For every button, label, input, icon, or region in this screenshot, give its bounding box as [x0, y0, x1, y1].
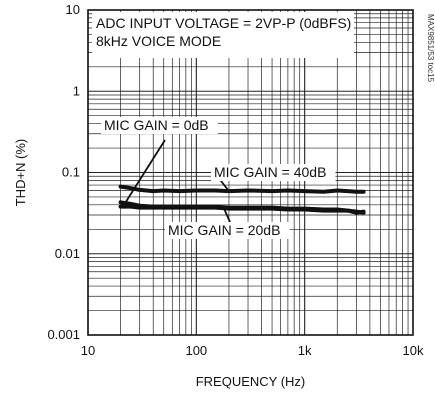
- annotation-leader: [124, 139, 166, 204]
- annotation-background: [165, 222, 290, 239]
- x-tick-label: 10: [81, 343, 95, 358]
- plot-frame: [87, 9, 414, 336]
- condition-line: ADC INPUT VOLTAGE = 2VP-P (0dBFS): [96, 15, 351, 31]
- y-tick-label: 10: [66, 2, 80, 17]
- y-tick-label: 0.01: [55, 246, 80, 261]
- x-tick-label: 100: [185, 343, 207, 358]
- annotation-label: MIC GAIN = 40dB: [214, 164, 326, 180]
- series-line-0: [118, 184, 366, 194]
- tick-labels: 10 100 1k 10k 10 1 0.1 0.01 0.001: [47, 2, 424, 358]
- annotation-label: MIC GAIN = 20dB: [168, 222, 280, 238]
- x-axis-label: FREQUENCY (Hz): [196, 374, 306, 389]
- y-tick-label: 0.1: [62, 165, 80, 180]
- condition-line: 8kHz VOICE MODE: [96, 33, 221, 49]
- x-tick-label: 10k: [403, 343, 424, 358]
- series-lines: [118, 184, 366, 215]
- conditions-box: ADC INPUT VOLTAGE = 2VP-P (0dBFS) 8kHz VO…: [92, 12, 354, 58]
- annotation-background: [211, 164, 336, 181]
- conditions-background: [92, 12, 354, 58]
- y-tick-label: 1: [73, 83, 80, 98]
- annotations: MIC GAIN = 0dB MIC GAIN = 40dB MIC GAIN = …: [101, 117, 336, 239]
- annotation-label: MIC GAIN = 0dB: [104, 117, 209, 133]
- annotation-background: [101, 117, 218, 134]
- y-axis-label: THD+N (%): [13, 139, 28, 207]
- figure-code: MAX9851/53 toc15: [426, 14, 435, 83]
- annotation-leader: [223, 208, 231, 223]
- series-line-2: [118, 200, 366, 215]
- y-tick-label: 0.001: [47, 327, 80, 342]
- x-tick-label: 1k: [298, 343, 312, 358]
